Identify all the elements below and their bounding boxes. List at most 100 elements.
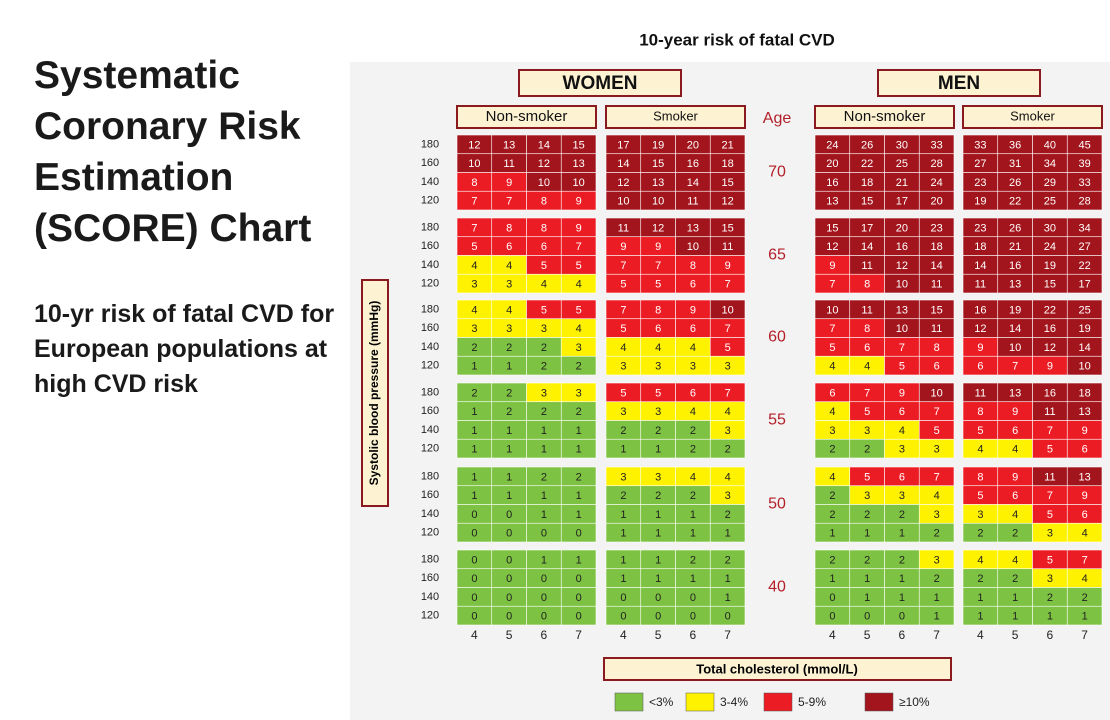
risk-cell [918, 438, 955, 459]
risk-value: 34 [1079, 222, 1091, 234]
risk-value: 2 [829, 509, 835, 521]
risk-value: 0 [506, 592, 512, 604]
risk-value: 3 [576, 342, 582, 354]
risk-cell [709, 190, 746, 211]
risk-value: 0 [655, 592, 661, 604]
risk-value: 2 [620, 425, 626, 437]
risk-value: 17 [1079, 279, 1091, 291]
risk-value: 0 [576, 611, 582, 623]
risk-value: 12 [722, 196, 734, 208]
risk-value: 4 [864, 361, 870, 373]
sbp-label: 140 [421, 259, 439, 271]
risk-value: 6 [1012, 425, 1018, 437]
risk-value: 21 [1009, 241, 1021, 253]
risk-value: 26 [1009, 222, 1021, 234]
risk-value: 6 [690, 323, 696, 335]
risk-value: 11 [861, 304, 872, 316]
risk-cell [709, 605, 746, 626]
risk-value: 7 [1047, 490, 1053, 502]
risk-value: 2 [541, 471, 547, 483]
risk-value: 1 [690, 573, 696, 585]
risk-value: 13 [503, 139, 515, 151]
risk-value: 20 [931, 196, 943, 208]
risk-value: 11 [861, 260, 872, 272]
risk-value: 1 [506, 425, 512, 437]
risk-value: 12 [538, 158, 550, 170]
risk-cell [709, 355, 746, 376]
risk-value: 0 [471, 573, 477, 585]
risk-value: 13 [652, 177, 664, 189]
risk-value: 3 [725, 425, 731, 437]
group-header: Smoker [653, 108, 698, 123]
risk-value: 5 [899, 361, 905, 373]
risk-value: 4 [471, 304, 477, 316]
risk-value: 4 [977, 444, 983, 456]
risk-value: 1 [541, 509, 547, 521]
age-label: 50 [768, 496, 786, 513]
group-header: Non-smoker [844, 108, 926, 125]
risk-value: 9 [576, 222, 582, 234]
risk-value: 7 [829, 279, 835, 291]
risk-value: 6 [690, 387, 696, 399]
risk-value: 5 [1047, 444, 1053, 456]
risk-value: 3 [829, 425, 835, 437]
risk-value: 1 [899, 592, 905, 604]
risk-value: 1 [1012, 592, 1018, 604]
risk-cell [560, 273, 597, 294]
risk-value: 14 [1009, 323, 1021, 335]
risk-value: 21 [722, 139, 734, 151]
risk-value: 2 [864, 444, 870, 456]
risk-value: 8 [864, 279, 870, 291]
risk-value: 9 [1047, 361, 1053, 373]
risk-value: 1 [541, 444, 547, 456]
risk-value: 4 [1012, 554, 1018, 566]
risk-value: 10 [1009, 342, 1021, 354]
risk-value: 1 [576, 490, 582, 502]
risk-value: 6 [977, 361, 983, 373]
risk-cell [1066, 190, 1103, 211]
risk-value: 7 [1012, 361, 1018, 373]
risk-value: 1 [864, 573, 870, 585]
risk-value: 1 [541, 490, 547, 502]
age-label: 40 [768, 579, 786, 596]
risk-value: 9 [725, 260, 731, 272]
sbp-label: 160 [421, 322, 439, 334]
risk-value: 10 [826, 304, 838, 316]
slide-subtitle: 10-yr risk of fatal CVD for European pop… [34, 300, 335, 398]
sbp-label: 140 [421, 424, 439, 436]
risk-value: 4 [899, 425, 905, 437]
risk-value: 0 [899, 611, 905, 623]
sbp-label: 180 [421, 303, 439, 315]
risk-value: 11 [722, 241, 733, 253]
risk-value: 2 [690, 554, 696, 566]
risk-value: 18 [722, 158, 734, 170]
age-label: 60 [768, 329, 786, 346]
risk-value: 22 [1009, 196, 1021, 208]
risk-value: 23 [974, 222, 986, 234]
risk-value: 1 [864, 592, 870, 604]
risk-value: 9 [1082, 490, 1088, 502]
risk-value: 12 [974, 323, 986, 335]
risk-value: 0 [690, 592, 696, 604]
risk-value: 1 [506, 471, 512, 483]
risk-value: 14 [974, 260, 986, 272]
risk-value: 2 [829, 554, 835, 566]
risk-value: 27 [1079, 241, 1091, 253]
chart-title: 10-year risk of fatal CVD [639, 30, 835, 49]
risk-value: 3 [620, 471, 626, 483]
risk-value: 7 [576, 241, 582, 253]
risk-value: 9 [829, 260, 835, 272]
risk-value: 3 [541, 323, 547, 335]
risk-value: 3 [620, 406, 626, 418]
risk-value: 8 [541, 222, 547, 234]
sbp-label: 120 [421, 610, 439, 622]
risk-value: 2 [655, 490, 661, 502]
risk-value: 7 [829, 323, 835, 335]
risk-value: 1 [506, 490, 512, 502]
risk-value: 1 [655, 509, 661, 521]
risk-value: 12 [896, 260, 908, 272]
sbp-label: 120 [421, 527, 439, 539]
risk-value: 7 [1047, 425, 1053, 437]
risk-value: 2 [690, 425, 696, 437]
x-label: Total cholesterol (mmol/L) [696, 661, 858, 676]
